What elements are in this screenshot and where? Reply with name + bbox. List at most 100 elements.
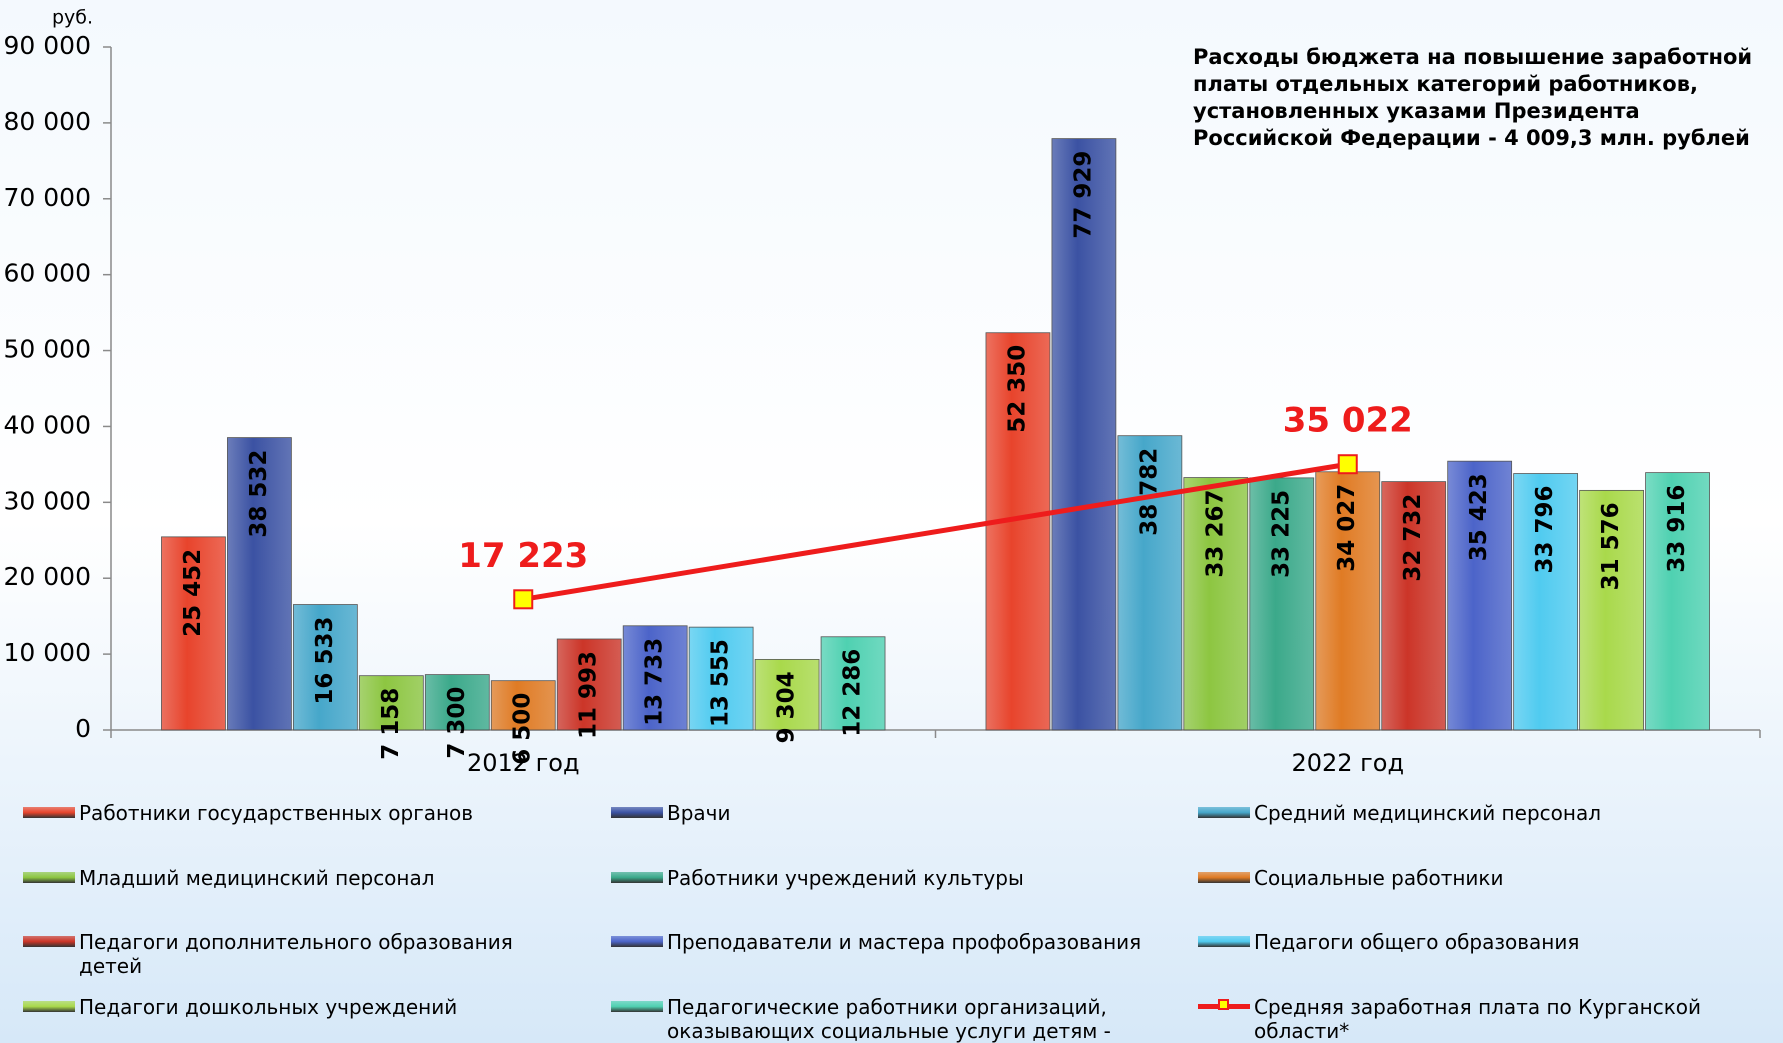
chart-title: платы отдельных категорий работников, bbox=[1193, 72, 1698, 96]
data-label: 7 300 bbox=[444, 687, 470, 759]
data-label: 33 267 bbox=[1202, 490, 1228, 578]
bar bbox=[1183, 477, 1249, 731]
legend-item: Средняя заработная плата по Курганской о… bbox=[1198, 995, 1754, 1043]
legend-label: Врачи bbox=[667, 801, 731, 825]
legend-swatch bbox=[1198, 999, 1250, 1010]
y-tick-label: 0 bbox=[75, 714, 91, 743]
bar bbox=[622, 625, 688, 731]
chart-title: установленных указами Президента bbox=[1193, 99, 1640, 123]
y-tick-label: 40 000 bbox=[4, 410, 91, 439]
x-tick-label: 2022 год bbox=[1291, 749, 1404, 777]
legend-label: Педагоги дополнительного образования дет… bbox=[79, 930, 513, 978]
bar bbox=[1381, 481, 1447, 731]
data-label: 7 158 bbox=[378, 688, 404, 760]
data-label: 34 027 bbox=[1334, 484, 1360, 572]
legend-label: Преподаватели и мастера профобразования bbox=[667, 930, 1142, 954]
legend-label: Средняя заработная плата по Курганской о… bbox=[1254, 995, 1702, 1043]
legend-item: Преподаватели и мастера профобразования bbox=[611, 930, 1141, 954]
bar bbox=[754, 658, 820, 731]
legend-item: Работники государственных органов bbox=[23, 801, 473, 825]
legend-item: Работники учреждений культуры bbox=[611, 866, 1024, 890]
data-label: 33 916 bbox=[1664, 485, 1690, 573]
bar bbox=[161, 536, 226, 731]
line-marker bbox=[1337, 454, 1358, 475]
legend-item: Врачи bbox=[611, 801, 731, 825]
bar bbox=[820, 636, 886, 731]
bar bbox=[424, 674, 490, 731]
y-tick-label: 50 000 bbox=[4, 335, 91, 364]
y-tick-label: 30 000 bbox=[4, 486, 91, 515]
legend-item: Педагоги дошкольных учреждений bbox=[23, 995, 457, 1019]
data-label: 33 225 bbox=[1268, 490, 1294, 578]
bar bbox=[1579, 489, 1644, 731]
bar bbox=[556, 638, 622, 731]
data-label: 16 533 bbox=[312, 617, 338, 705]
data-label: 13 733 bbox=[642, 638, 668, 726]
data-label: 35 423 bbox=[1466, 473, 1492, 561]
legend-swatch bbox=[23, 807, 75, 818]
legend-swatch bbox=[23, 1001, 75, 1012]
legend-item: Средний медицинский персонал bbox=[1198, 801, 1601, 825]
legend-item: Педагоги дополнительного образования дет… bbox=[23, 930, 579, 978]
legend-label: Средний медицинский персонал bbox=[1254, 801, 1601, 825]
legend-item: Младший медицинский персонал bbox=[23, 866, 435, 890]
legend-swatch bbox=[1198, 936, 1250, 947]
bar bbox=[1249, 477, 1315, 731]
bar bbox=[358, 675, 424, 731]
data-label: 25 452 bbox=[180, 549, 206, 637]
legend-swatch bbox=[1198, 872, 1250, 883]
y-tick-label: 80 000 bbox=[4, 107, 91, 136]
legend-label: Педагоги дошкольных учреждений bbox=[79, 995, 458, 1019]
bar bbox=[688, 626, 754, 731]
legend-label: Младший медицинский персонал bbox=[79, 866, 435, 890]
data-label: 17 223 bbox=[458, 536, 588, 576]
bar bbox=[1513, 473, 1579, 731]
y-tick-label: 60 000 bbox=[4, 259, 91, 288]
line bbox=[522, 461, 1349, 602]
line-marker bbox=[513, 589, 534, 610]
data-label: 52 350 bbox=[1004, 345, 1030, 433]
y-tick-label: 10 000 bbox=[4, 638, 91, 667]
data-label: 32 732 bbox=[1400, 494, 1426, 582]
bar bbox=[292, 604, 358, 731]
y-tick-label: 70 000 bbox=[4, 183, 91, 212]
legend-swatch bbox=[23, 872, 75, 883]
data-label: 33 796 bbox=[1532, 486, 1558, 574]
legend-swatch bbox=[23, 936, 75, 947]
data-label: 38 532 bbox=[246, 450, 272, 538]
legend-label: Работники государственных органов bbox=[79, 801, 474, 825]
legend-swatch bbox=[611, 936, 663, 947]
chart-title: Российской Федерации - 4 009,3 млн. рубл… bbox=[1193, 126, 1750, 150]
legend-marker bbox=[1218, 999, 1229, 1010]
data-label: 77 929 bbox=[1070, 151, 1096, 239]
data-label: 11 993 bbox=[576, 651, 602, 739]
legend-label: Социальные работники bbox=[1254, 866, 1504, 890]
data-label: 9 304 bbox=[774, 671, 800, 743]
y-tick-label: 90 000 bbox=[4, 31, 91, 60]
legend-item: Социальные работники bbox=[1198, 866, 1504, 890]
y-axis-label: руб. bbox=[52, 7, 93, 29]
chart-title: Расходы бюджета на повышение заработной bbox=[1193, 45, 1752, 69]
bar bbox=[227, 437, 292, 731]
legend-swatch bbox=[611, 807, 663, 818]
data-label: 6 500 bbox=[510, 693, 536, 765]
bar bbox=[985, 332, 1051, 731]
legend-item: Педагоги общего образования bbox=[1198, 930, 1579, 954]
x-tick-label: 2012 год bbox=[467, 749, 580, 777]
legend-label: Педагогические работники организаций, ок… bbox=[667, 995, 1111, 1043]
bar bbox=[1117, 435, 1183, 731]
data-label: 13 555 bbox=[708, 639, 734, 727]
data-label: 12 286 bbox=[840, 649, 866, 737]
legend-swatch bbox=[1198, 807, 1250, 818]
bar bbox=[1051, 138, 1117, 731]
bar bbox=[1645, 472, 1710, 731]
bar bbox=[1447, 460, 1513, 731]
legend-swatch bbox=[611, 1001, 663, 1012]
legend-label: Работники учреждений культуры bbox=[667, 866, 1024, 890]
legend-item: Педагогические работники организаций, ок… bbox=[611, 995, 1167, 1043]
bar bbox=[490, 680, 556, 731]
legend-swatch bbox=[611, 872, 663, 883]
legend-label: Педагоги общего образования bbox=[1254, 930, 1580, 954]
